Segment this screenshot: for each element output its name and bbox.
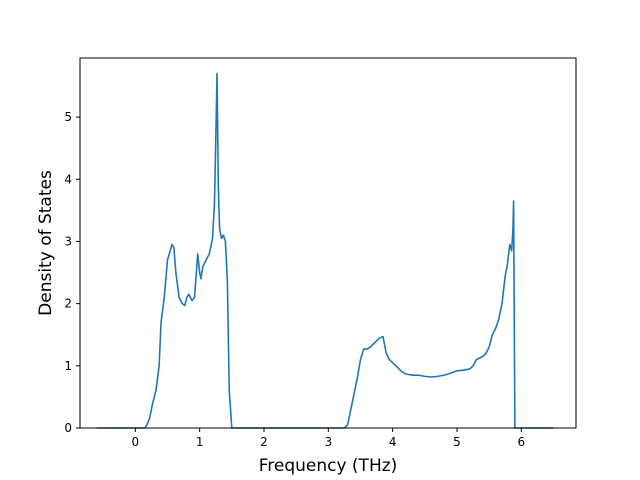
x-tick-label: 3: [325, 435, 333, 449]
x-tick-label: 4: [389, 435, 397, 449]
plot-area: [80, 58, 576, 428]
y-tick-label: 2: [64, 297, 72, 311]
x-tick-label: 6: [517, 435, 525, 449]
y-tick-label: 3: [64, 234, 72, 248]
y-axis-label: Density of States: [36, 170, 56, 316]
y-tick-label: 0: [64, 421, 72, 435]
y-tick-label: 4: [64, 172, 72, 186]
x-tick-label: 2: [260, 435, 268, 449]
dos-series-line: [96, 72, 554, 429]
series-layer: [96, 72, 554, 429]
x-tick-label: 1: [196, 435, 204, 449]
y-tick-label: 5: [64, 110, 72, 124]
x-tick-label: 0: [132, 435, 140, 449]
x-axis-label: Frequency (THz): [259, 456, 398, 476]
y-tick-label: 1: [64, 359, 72, 373]
x-ticks: 0 1 2 3 4 5 6: [132, 428, 525, 449]
y-ticks: 0 1 2 3 4 5: [64, 110, 80, 435]
x-tick-label: 5: [453, 435, 461, 449]
